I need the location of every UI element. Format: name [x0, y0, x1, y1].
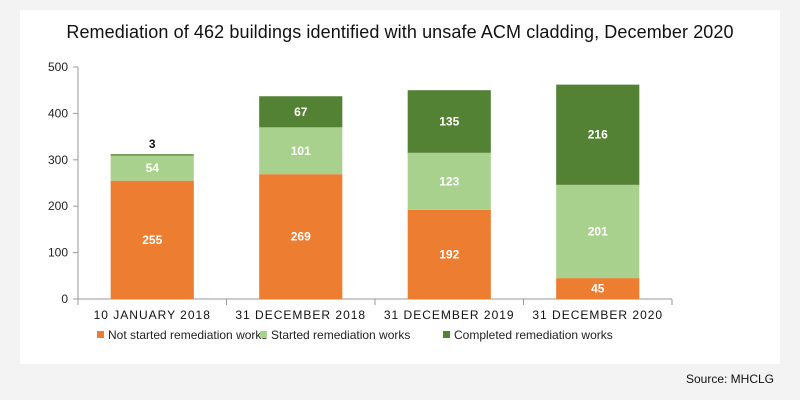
x-tick-label: 31 DECEMBER 2019	[384, 308, 515, 322]
x-tick-label: 31 DECEMBER 2020	[532, 308, 663, 322]
data-label: 3	[149, 137, 156, 151]
bar-segment	[110, 154, 194, 156]
x-tick-label: 31 DECEMBER 2018	[235, 308, 366, 322]
legend-swatch	[97, 331, 104, 338]
chart-title: Remediation of 462 buildings identified …	[66, 22, 734, 42]
legend-swatch	[443, 331, 450, 338]
y-tick-label: 500	[48, 60, 68, 74]
data-label: 45	[591, 282, 605, 296]
data-label: 192	[439, 247, 459, 261]
bar-segment	[407, 209, 491, 299]
bar-segment	[556, 278, 640, 299]
bar-segment	[407, 152, 491, 210]
bar-segment	[259, 127, 343, 175]
y-tick-label: 200	[48, 199, 68, 213]
bar-segment	[556, 184, 640, 279]
bar-segment	[110, 180, 194, 299]
data-label: 123	[439, 174, 459, 188]
legend-label: Started remediation works	[271, 328, 410, 342]
bar-segment	[407, 90, 491, 153]
data-label: 201	[588, 224, 608, 238]
y-tick-label: 0	[61, 292, 68, 306]
bar-segment	[259, 96, 343, 128]
data-label: 255	[142, 233, 162, 247]
y-tick-label: 100	[48, 246, 68, 260]
legend-label: Not started remediation works	[108, 328, 267, 342]
y-tick-label: 400	[48, 106, 68, 120]
data-label: 67	[294, 105, 308, 119]
data-label: 269	[291, 230, 311, 244]
source-note: Source: MHCLG	[685, 372, 774, 386]
data-label: 54	[146, 161, 160, 175]
legend-label: Completed remediation works	[454, 328, 613, 342]
data-label: 216	[588, 128, 608, 142]
x-tick-label: 10 JANUARY 2018	[94, 308, 211, 322]
y-tick-label: 300	[48, 153, 68, 167]
data-label: 135	[439, 115, 459, 129]
legend-swatch	[260, 331, 267, 338]
bar-segment	[110, 155, 194, 181]
data-label: 101	[291, 144, 311, 158]
bar-segment	[259, 174, 343, 299]
bar-segment	[556, 84, 640, 185]
